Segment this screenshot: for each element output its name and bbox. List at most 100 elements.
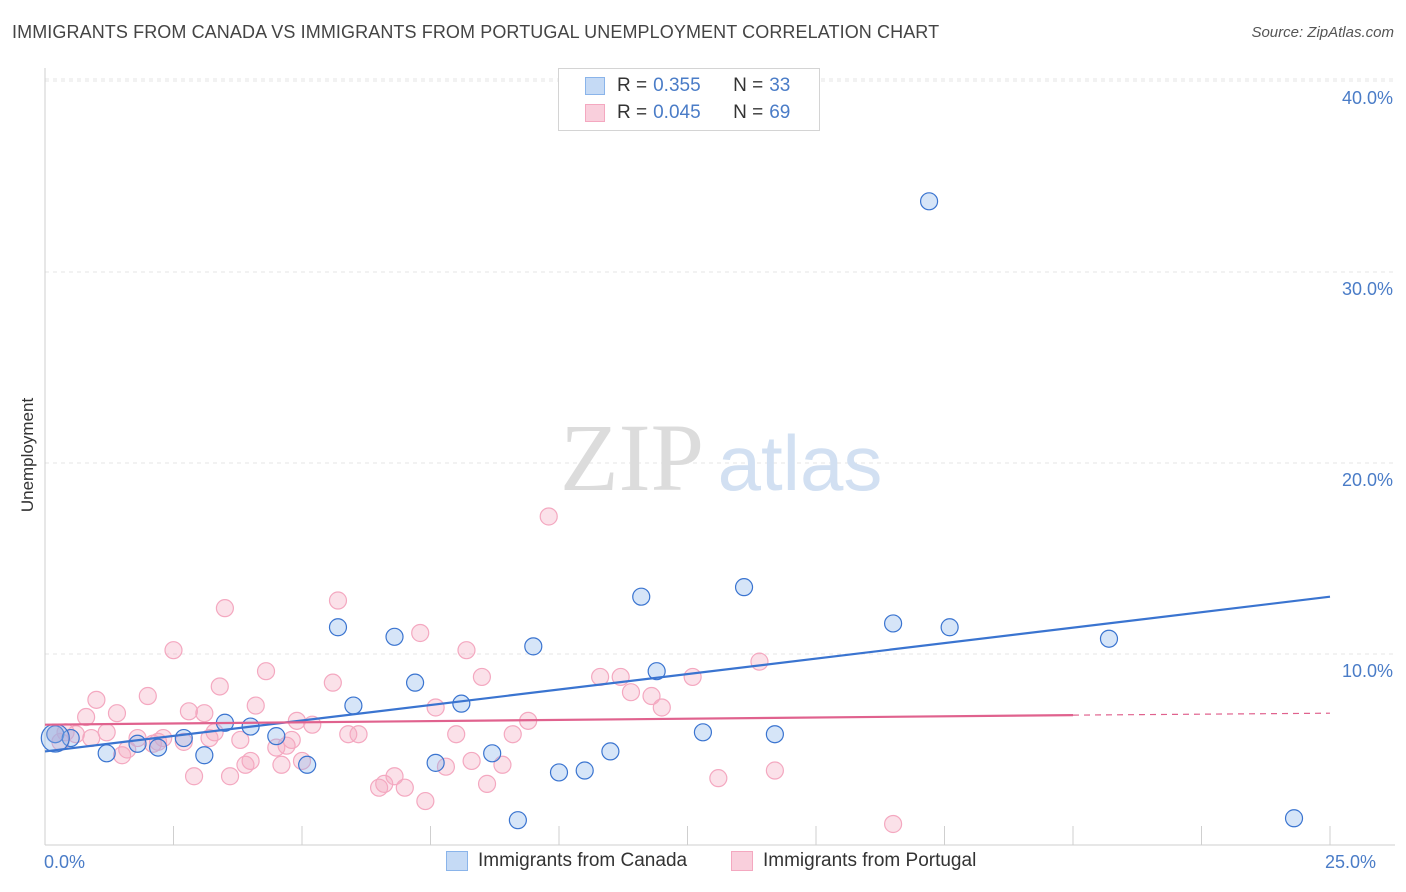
portugal-point [621,683,641,702]
portugal-point [246,696,265,715]
canada-point [174,728,193,748]
canada-point [426,753,445,772]
portugal-point [411,623,430,643]
portugal-point [107,704,127,723]
portugal-point [138,686,157,706]
portugal-point [385,767,404,786]
portugal-point [82,728,101,748]
bottom-legend-canada: Immigrants from Canada [446,850,687,872]
portugal-point [472,667,491,687]
portugal-point [339,725,358,744]
axes [44,68,1395,846]
canada-legend-swatch [446,851,468,871]
canada-legend-label: Immigrants from Canada [478,850,688,871]
canada-swatch [585,77,605,95]
portugal-point [241,751,260,771]
portugal-point [652,698,671,717]
y-tick-label: 30.0% [1342,279,1393,299]
portugal-point [462,751,481,771]
portugal-swatch [585,104,605,122]
y-tick-labels: 10.0% 20.0% 30.0% 40.0% [1342,88,1393,681]
portugal-trend-extension [1072,712,1331,716]
x-tick-label-max: 25.0% [1325,852,1377,872]
canada-point [693,723,713,742]
canada-point [128,734,147,753]
canada-point [632,587,651,606]
legend-r-label: R = [617,102,648,123]
canada-point [46,725,65,744]
canada-point [601,742,620,761]
legend-n-label: N = [733,75,764,96]
source-label: Source: ZipAtlas.com [1251,24,1394,41]
portugal-point [231,730,250,750]
correlation-legend: R = 0.355 N = 33 R = 0.045 N = 69 [558,68,820,131]
portugal-point [426,698,445,717]
canada-point [195,746,214,765]
legend-r-label: R = [617,75,648,96]
canada-point [405,673,425,692]
portugal-point [328,591,348,610]
legend-n-label: N = [733,102,764,123]
portugal-point [256,662,276,681]
canada-point [919,192,939,211]
portugal-point [349,725,368,744]
portugal-point [709,769,728,788]
canada-point [483,744,502,763]
portugal-point [416,791,435,811]
portugal-point [493,755,512,774]
portugal-point [477,774,497,793]
portugal-point [642,686,661,706]
portugal-point [195,704,214,723]
canada-point [385,627,404,646]
y-tick-label: 40.0% [1342,88,1393,108]
portugal-point [97,723,116,742]
portugal-point [323,673,342,692]
canada-point [940,618,959,637]
portugal-point [436,757,456,776]
portugal-point [282,730,301,750]
portugal-point [272,755,291,774]
portugal-point [750,652,769,671]
portugal-point [539,507,558,526]
canada-point [765,725,784,744]
bottom-legend-portugal: Immigrants from Portugal [731,850,976,872]
portugal-point [683,667,702,687]
canada-point [508,811,527,830]
portugal-point [457,641,476,660]
canada-point [148,738,168,757]
legend-row-portugal: R = 0.045 N = 69 [585,100,790,126]
portugal-point [184,767,204,786]
portugal-point [164,641,183,660]
canada-point [97,744,116,763]
canada-point [1284,809,1304,828]
portugal-trend-line [44,714,1074,726]
trend-lines [44,595,1331,753]
legend-n-value: 69 [769,102,791,123]
chart-title: IMMIGRANTS FROM CANADA VS IMMIGRANTS FRO… [12,22,940,42]
legend-r-value: 0.355 [653,75,701,96]
y-tick-label: 10.0% [1342,661,1393,681]
canada-trend-line [44,595,1331,753]
portugal-point [375,774,394,793]
portugal-point [503,725,522,744]
portugal-point [395,778,414,797]
canada-point [647,662,666,681]
canada-point [524,637,543,656]
canada-point [298,755,317,774]
canada-point [452,694,471,713]
x-tick-label-min: 0.0% [44,852,86,872]
portugal-point [200,728,219,748]
portugal-point [765,761,784,780]
legend-row-canada: R = 0.355 N = 33 [585,73,790,99]
canada-point [734,578,754,597]
portugal-point [87,690,106,709]
portugal-point [174,732,193,751]
portugal-point [77,707,96,727]
canada-point [267,727,286,746]
canada-point [61,728,80,748]
legend-r-value: 0.045 [653,102,701,123]
portugal-points [46,507,903,834]
portugal-point [112,746,132,765]
watermark-atlas: atlas [718,419,883,507]
